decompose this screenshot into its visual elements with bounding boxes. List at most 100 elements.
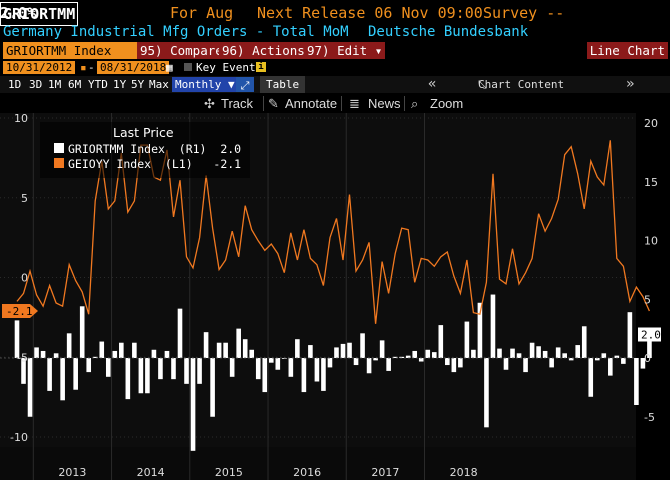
bar — [549, 358, 554, 368]
news-icon[interactable]: ≣ — [349, 97, 360, 112]
bar — [34, 347, 39, 358]
bar — [27, 358, 33, 417]
bar — [621, 358, 626, 364]
zoom-button[interactable]: Zoom — [430, 96, 463, 111]
bar — [640, 358, 646, 369]
period-ytd[interactable]: YTD — [88, 78, 108, 91]
bar — [353, 358, 359, 366]
annotate-button[interactable]: Annotate — [285, 96, 337, 111]
track-button[interactable]: Track — [221, 96, 254, 111]
bar — [190, 358, 196, 451]
bar — [464, 321, 470, 358]
compare-button[interactable]: 95) Compare — [137, 42, 226, 59]
bar — [229, 358, 235, 377]
x-tick-label: 2017 — [371, 466, 399, 479]
bar — [308, 345, 313, 358]
legend-entry-line[interactable]: GEIOYY Index (L1) -2.1 — [68, 157, 241, 171]
period-1y[interactable]: 1Y — [113, 78, 127, 91]
line-chart-button[interactable]: Line Chart — [586, 42, 668, 59]
x-tick-label: 2015 — [215, 466, 243, 479]
bar — [581, 326, 587, 358]
key-events-checkbox[interactable] — [184, 63, 192, 71]
bar — [86, 358, 92, 373]
bar — [575, 345, 581, 358]
bar — [601, 353, 607, 358]
period-1d[interactable]: 1D — [8, 78, 22, 91]
end-date-input[interactable]: 08/31/2018 — [97, 61, 170, 74]
y-tick-left: 5 — [21, 192, 28, 205]
bar — [438, 325, 444, 358]
bar — [490, 294, 496, 358]
bar — [608, 358, 613, 376]
bar — [405, 355, 411, 358]
date-separator: ▪ — [80, 61, 87, 74]
period-1m[interactable]: 1M — [48, 78, 62, 91]
legend-title: Last Price — [113, 125, 174, 140]
zoom-icon[interactable]: ⌕ — [411, 97, 418, 112]
legend-swatch-line — [54, 158, 64, 168]
bar — [164, 350, 170, 358]
period-max[interactable]: Max — [149, 78, 169, 91]
subheader: Germany Industrial Mfg Orders - Total Mo… — [0, 23, 670, 41]
edit-button[interactable]: 97) Edit ▾ — [304, 42, 386, 59]
bar — [445, 358, 450, 366]
bar — [47, 358, 52, 391]
ticker-symbol[interactable]: GRIORTMM — [0, 2, 79, 26]
start-date-input[interactable]: 10/31/2012 — [3, 61, 76, 74]
bar — [203, 332, 209, 358]
bar — [21, 358, 26, 384]
bar — [334, 347, 339, 358]
bar — [53, 353, 59, 358]
news-button[interactable]: News — [368, 96, 401, 111]
period-3d[interactable]: 3D — [29, 78, 43, 91]
bar — [627, 312, 633, 358]
bar — [529, 342, 535, 358]
security-field[interactable]: GRIORTMM Index — [3, 42, 139, 59]
ticker-value: 2.0% — [0, 4, 37, 22]
x-tick-label: 2016 — [293, 466, 321, 479]
bar — [542, 350, 548, 358]
chart-content-icon: ⤡ — [478, 78, 487, 91]
series-description: Germany Industrial Mfg Orders - Total Mo… — [3, 24, 349, 40]
bar — [112, 350, 118, 358]
bar — [132, 342, 137, 358]
bar — [347, 342, 352, 358]
info-icon[interactable]: i — [256, 62, 266, 72]
bar — [275, 358, 281, 370]
bar — [105, 358, 111, 377]
bar — [14, 320, 20, 358]
bar — [73, 358, 78, 390]
date-range-bar: 10/31/2012 ▪ - 08/31/2018 ▦ Key Events i — [0, 60, 670, 75]
y-tick-right: 15 — [644, 176, 658, 189]
bar — [197, 358, 202, 384]
bar — [255, 358, 261, 380]
annotate-icon[interactable]: ✎ — [268, 97, 279, 112]
table-button[interactable]: Table — [260, 76, 306, 93]
legend-entry-bars[interactable]: GRIORTMM Index (R1) 2.0 — [68, 142, 241, 156]
period-5y[interactable]: 5Y — [131, 78, 145, 91]
bar — [242, 339, 248, 358]
frequency-dropdown[interactable]: Monthly ▼ — [172, 77, 238, 92]
bar — [399, 356, 404, 358]
period-selector: 1D 3D 1M 6M YTD 1Y 5Y Max Monthly ▼ ⤢ Ta… — [0, 76, 670, 93]
bar — [268, 358, 274, 363]
bar — [340, 343, 346, 358]
bar — [379, 340, 385, 358]
bar — [184, 358, 189, 384]
collapse-right-icon[interactable]: » — [626, 76, 635, 92]
bar — [588, 358, 594, 397]
bar — [647, 334, 652, 358]
track-icon[interactable]: ✣ — [204, 97, 215, 112]
key-events-label: Key Events — [196, 61, 263, 74]
period-6m[interactable]: 6M — [68, 78, 82, 91]
actions-button[interactable]: 96) Actions ▾ — [219, 42, 323, 59]
bar — [431, 352, 437, 358]
calendar-icon[interactable]: ▦ — [166, 61, 173, 74]
chart-type-icon[interactable]: ⤢ — [236, 77, 254, 92]
bar — [497, 348, 502, 358]
bar — [523, 358, 528, 373]
collapse-left-icon[interactable]: « — [428, 76, 437, 92]
y-tick-right: 10 — [644, 235, 658, 248]
date-dash: - — [88, 61, 95, 74]
bar — [40, 350, 46, 358]
